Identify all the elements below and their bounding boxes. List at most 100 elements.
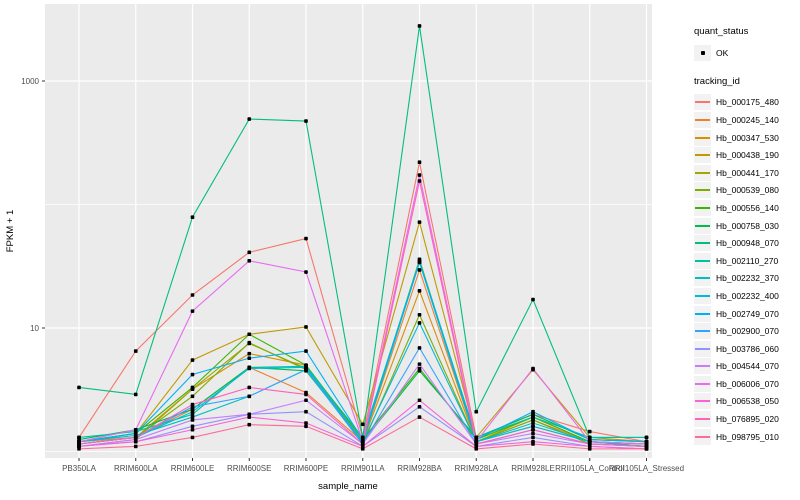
data-point xyxy=(77,435,81,440)
data-point xyxy=(587,447,592,451)
series-color-key xyxy=(694,235,711,252)
data-point xyxy=(247,117,252,121)
legend-title-quant-status: quant_status xyxy=(694,26,749,37)
data-point xyxy=(304,270,308,274)
data-point xyxy=(417,415,422,419)
legend-item-Hb_002749_070[interactable]: Hb_002749_070 xyxy=(694,305,800,323)
data-point xyxy=(360,447,365,451)
series-color-key xyxy=(694,270,711,287)
series-line-icon xyxy=(695,365,710,368)
legend-item-Hb_000347_530[interactable]: Hb_000347_530 xyxy=(694,129,800,147)
data-point xyxy=(190,409,195,414)
series-color-key xyxy=(694,129,711,146)
legend-item-Hb_000948_070[interactable]: Hb_000948_070 xyxy=(694,234,800,252)
data-point xyxy=(190,394,195,399)
series-color-key xyxy=(694,340,711,357)
x-tick-label: RRII105LA_Stressed xyxy=(609,464,684,473)
series-color-key xyxy=(694,182,711,199)
data-point xyxy=(247,356,252,360)
series-line-icon xyxy=(695,418,710,421)
legend-item-Hb_003786_060[interactable]: Hb_003786_060 xyxy=(694,340,800,358)
legend-item-Hb_000539_080[interactable]: Hb_000539_080 xyxy=(694,182,800,200)
legend-item-label: Hb_000441_170 xyxy=(716,167,779,178)
legend-item-label: Hb_098795_010 xyxy=(716,431,779,442)
legend-item-Hb_000441_170[interactable]: Hb_000441_170 xyxy=(694,164,800,182)
data-point xyxy=(417,405,422,409)
legend-item-Hb_076895_020[interactable]: Hb_076895_020 xyxy=(694,410,800,428)
series-color-key xyxy=(694,164,711,181)
data-point xyxy=(417,179,422,183)
legend-item-Hb_004544_070[interactable]: Hb_004544_070 xyxy=(694,358,800,376)
series-line-icon xyxy=(695,206,710,209)
data-point xyxy=(190,309,195,313)
data-point xyxy=(190,293,195,297)
legend: quant_status OK tracking_id Hb_000175_48… xyxy=(694,26,800,445)
data-point xyxy=(247,415,252,419)
data-point xyxy=(474,409,479,414)
data-point xyxy=(133,392,138,397)
data-point xyxy=(77,385,81,390)
data-point xyxy=(531,424,535,429)
data-point xyxy=(304,325,308,329)
series-line-icon xyxy=(695,118,710,121)
data-point xyxy=(474,442,479,446)
y-axis-title: FPKM + 1 xyxy=(5,210,16,253)
data-point xyxy=(247,259,252,263)
data-point xyxy=(417,220,422,224)
data-point xyxy=(190,424,195,429)
data-point xyxy=(360,442,365,446)
legend-item-Hb_002232_370[interactable]: Hb_002232_370 xyxy=(694,270,800,288)
series-color-key xyxy=(694,252,711,269)
series-color-key xyxy=(694,94,711,111)
series-color-key xyxy=(694,428,711,445)
data-point xyxy=(417,289,422,293)
data-point xyxy=(587,429,592,434)
legend-item-label: Hb_076895_020 xyxy=(716,414,779,425)
data-point xyxy=(133,431,138,436)
data-point xyxy=(417,160,422,165)
legend-item-Hb_000245_140[interactable]: Hb_000245_140 xyxy=(694,111,800,129)
data-point xyxy=(304,367,308,372)
data-point xyxy=(77,447,81,451)
data-point xyxy=(531,427,535,432)
x-tick-label: PB350LA xyxy=(62,464,96,473)
data-point xyxy=(531,297,535,302)
series-line-icon xyxy=(695,400,710,403)
legend-item-Hb_000175_480[interactable]: Hb_000175_480 xyxy=(694,94,800,112)
legend-item-Hb_002232_400[interactable]: Hb_002232_400 xyxy=(694,287,800,305)
legend-item-Hb_000556_140[interactable]: Hb_000556_140 xyxy=(694,199,800,217)
legend-item-label: Hb_002749_070 xyxy=(716,308,779,319)
data-point xyxy=(247,340,252,345)
data-point xyxy=(417,173,422,177)
series-color-key xyxy=(694,305,711,322)
legend-item-Hb_002900_070[interactable]: Hb_002900_070 xyxy=(694,322,800,340)
data-point xyxy=(190,215,195,219)
legend-item-Hb_000758_030[interactable]: Hb_000758_030 xyxy=(694,217,800,235)
data-point xyxy=(531,442,535,446)
series-color-key xyxy=(694,411,711,428)
series-line-icon xyxy=(695,382,710,385)
data-point xyxy=(304,392,308,397)
data-point xyxy=(644,447,649,451)
data-point xyxy=(247,412,252,417)
data-point xyxy=(190,435,195,440)
legend-item-Hb_000438_190[interactable]: Hb_000438_190 xyxy=(694,146,800,164)
data-point xyxy=(360,422,365,427)
series-color-key xyxy=(694,393,711,410)
data-point xyxy=(247,351,252,356)
x-tick-label: RRIM600LE xyxy=(171,464,215,473)
legend-item-Hb_002110_270[interactable]: Hb_002110_270 xyxy=(694,252,800,270)
series-color-key xyxy=(694,111,711,128)
data-point xyxy=(417,24,422,28)
legend-item-label: Hb_000175_480 xyxy=(716,97,779,108)
legend-item-Hb_006006_070[interactable]: Hb_006006_070 xyxy=(694,375,800,393)
black-point-icon xyxy=(700,50,705,55)
legend-item-ok[interactable]: OK xyxy=(694,44,800,62)
data-point xyxy=(190,372,195,377)
data-point xyxy=(474,447,479,451)
legend-item-Hb_006538_050[interactable]: Hb_006538_050 xyxy=(694,393,800,411)
legend-quant-status: quant_status OK xyxy=(694,26,800,62)
legend-item-label: Hb_000245_140 xyxy=(716,114,779,125)
legend-item-Hb_098795_010[interactable]: Hb_098795_010 xyxy=(694,428,800,446)
